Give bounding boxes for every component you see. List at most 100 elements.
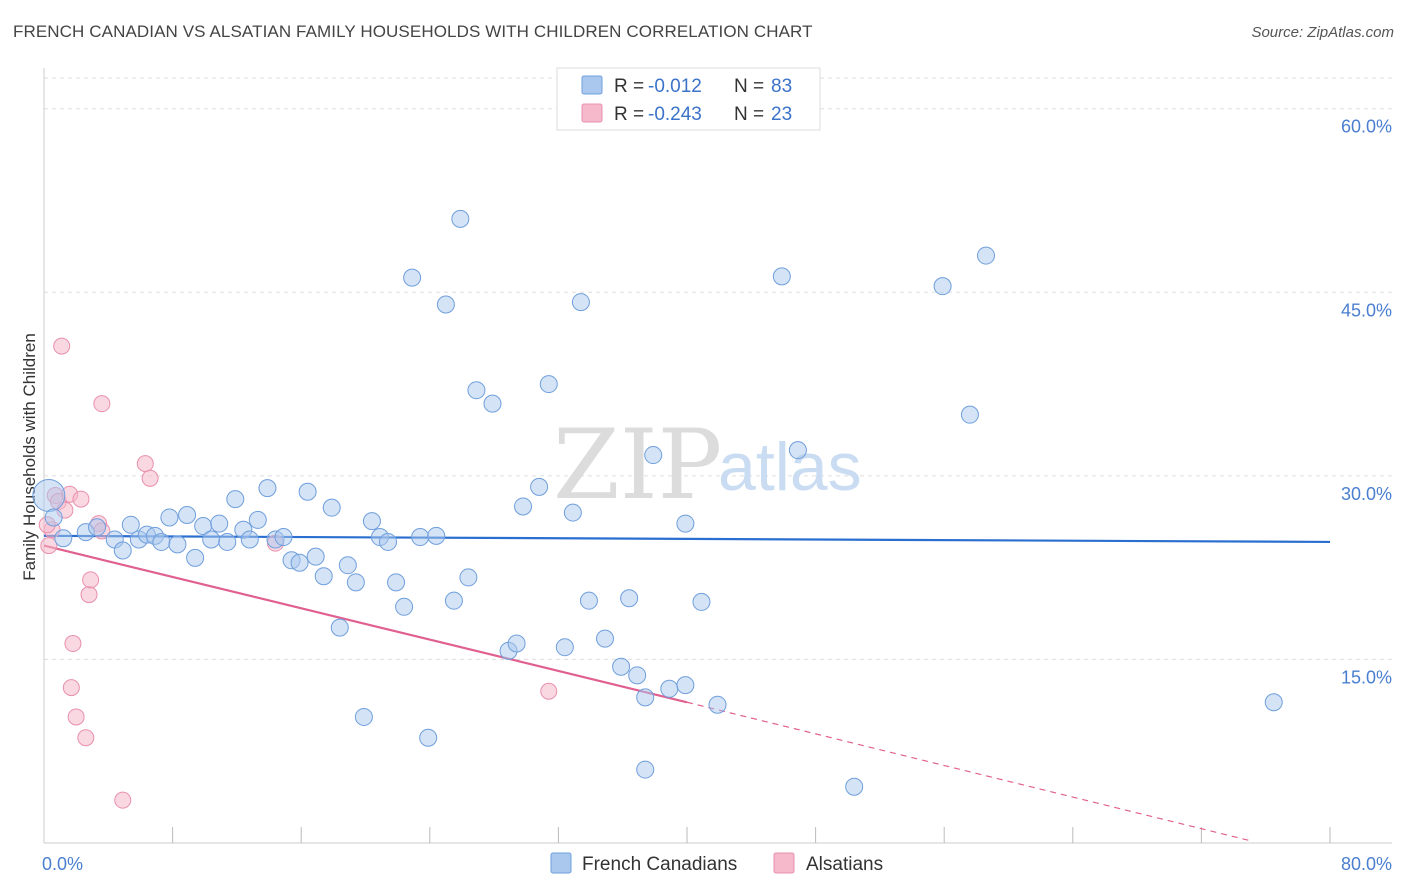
alsatians-point (82, 571, 100, 589)
french-canadians-point (708, 695, 727, 714)
french-canadians-trend-line (43, 534, 1331, 544)
french-canadians-point (202, 530, 221, 549)
y-axis-label: Family Households with Children (20, 333, 39, 581)
french-canadians-point (44, 508, 63, 527)
alsatians-point (114, 791, 132, 809)
french-canadians-point (152, 532, 171, 551)
french-canadians-point (636, 760, 655, 779)
x-tick-label-min: 0.0% (42, 854, 83, 874)
french-canadians-point (660, 679, 679, 698)
french-canadians-points (32, 209, 1283, 796)
french-canadians-point (933, 277, 952, 296)
y-tick-label: 60.0% (1341, 117, 1392, 137)
french-canadians-point (113, 541, 132, 560)
french-canadians-point (451, 209, 470, 228)
series-legend: French Canadians Alsatians (550, 852, 883, 875)
french-canadians-point (178, 506, 197, 525)
alsatians-point (80, 586, 98, 604)
french-canadians-point (395, 597, 414, 616)
alsatians-point (77, 729, 95, 747)
french-canadians-point (628, 666, 647, 685)
french-canadians-point (338, 556, 357, 575)
french-canadians-point (436, 295, 455, 314)
french-canadians-point (322, 498, 341, 517)
french-canadians-point (483, 394, 502, 413)
alsatians-point (53, 337, 71, 355)
french-canadians-point (306, 547, 325, 566)
french-canadians-point (579, 591, 598, 610)
french-canadians-point (563, 503, 582, 522)
french-canadians-point (298, 482, 317, 501)
alsatians-point (62, 679, 80, 697)
y-tick-label: 15.0% (1341, 667, 1392, 687)
french-canadians-point (290, 553, 309, 572)
watermark: ZIP atlas (553, 409, 862, 521)
french-canadians-point (411, 528, 430, 547)
french-canadians-point (788, 441, 807, 460)
french-canadians-point (555, 638, 574, 657)
stats-legend-n-value: 23 (771, 104, 792, 125)
stats-legend-n-label: N = (734, 104, 764, 125)
french-canadians-point (459, 568, 478, 587)
y-tick-label: 30.0% (1341, 484, 1392, 504)
alsatians-point (93, 395, 111, 413)
french-canadians-point (1264, 693, 1283, 712)
alsatians-trend-line (43, 544, 688, 704)
french-canadians-point (427, 526, 446, 545)
french-canadians-point (121, 515, 140, 534)
french-canadians-point (772, 267, 791, 286)
french-canadians-point (539, 375, 558, 394)
french-canadians-point (444, 591, 463, 610)
french-canadians-point (160, 508, 179, 527)
french-canadians-point (354, 707, 373, 726)
french-canadians-point (530, 477, 549, 496)
axes (43, 68, 1392, 844)
french-canadians-point (596, 629, 615, 648)
french-canadians-point (571, 293, 590, 312)
french-canadians-point (387, 573, 406, 592)
french-canadians-point (168, 535, 187, 554)
french-canadians-point (676, 514, 695, 533)
watermark-atlas: atlas (718, 429, 862, 505)
french-canadians-point (32, 478, 66, 512)
stats-legend-n-label: N = (734, 76, 764, 97)
alsatians-point (540, 682, 558, 700)
alsatians-points (38, 337, 558, 809)
french-canadians-point (186, 548, 205, 567)
french-canadians-point (330, 618, 349, 637)
french-canadians-point (274, 528, 293, 547)
french-canadians-point (507, 634, 526, 653)
stats-legend-swatch-pink (581, 103, 603, 123)
tick-labels: 15.0% 30.0% 45.0% 60.0% 0.0% 80.0% (42, 117, 1392, 874)
french-canadians-point (88, 518, 107, 537)
series-legend-swatch-blue (550, 852, 572, 874)
french-canadians-point (240, 530, 259, 549)
alsatians-point (141, 469, 159, 487)
stats-legend: R = -0.012 N = 83 R = -0.243 N = 23 (556, 67, 821, 131)
alsatians-point (64, 635, 82, 653)
french-canadians-point (314, 567, 333, 586)
french-canadians-point (218, 532, 237, 551)
chart-title: FRENCH CANADIAN VS ALSATIAN FAMILY HOUSE… (13, 22, 813, 41)
source-credit: Source: ZipAtlas.com (1251, 24, 1394, 41)
french-canadians-point (379, 532, 398, 551)
y-tick-label: 45.0% (1341, 300, 1392, 320)
french-canadians-point (976, 246, 995, 265)
stats-legend-r-label: R = (614, 76, 644, 97)
series-legend-swatch-pink (773, 852, 795, 874)
stats-legend-r-label: R = (614, 104, 644, 125)
x-tick-label-max: 80.0% (1341, 854, 1392, 874)
alsatians-point (136, 455, 154, 473)
french-canadians-point (54, 529, 73, 548)
french-canadians-point (419, 728, 438, 747)
french-canadians-point (676, 676, 695, 695)
series-legend-label-french-canadians: French Canadians (582, 854, 737, 875)
french-canadians-point (210, 514, 229, 533)
french-canadians-point (612, 657, 631, 676)
french-canadians-point (514, 497, 533, 516)
french-canadians-point (692, 592, 711, 611)
alsatians-point (40, 537, 58, 555)
series-legend-label-alsatians: Alsatians (806, 854, 883, 875)
french-canadians-point (226, 490, 245, 509)
